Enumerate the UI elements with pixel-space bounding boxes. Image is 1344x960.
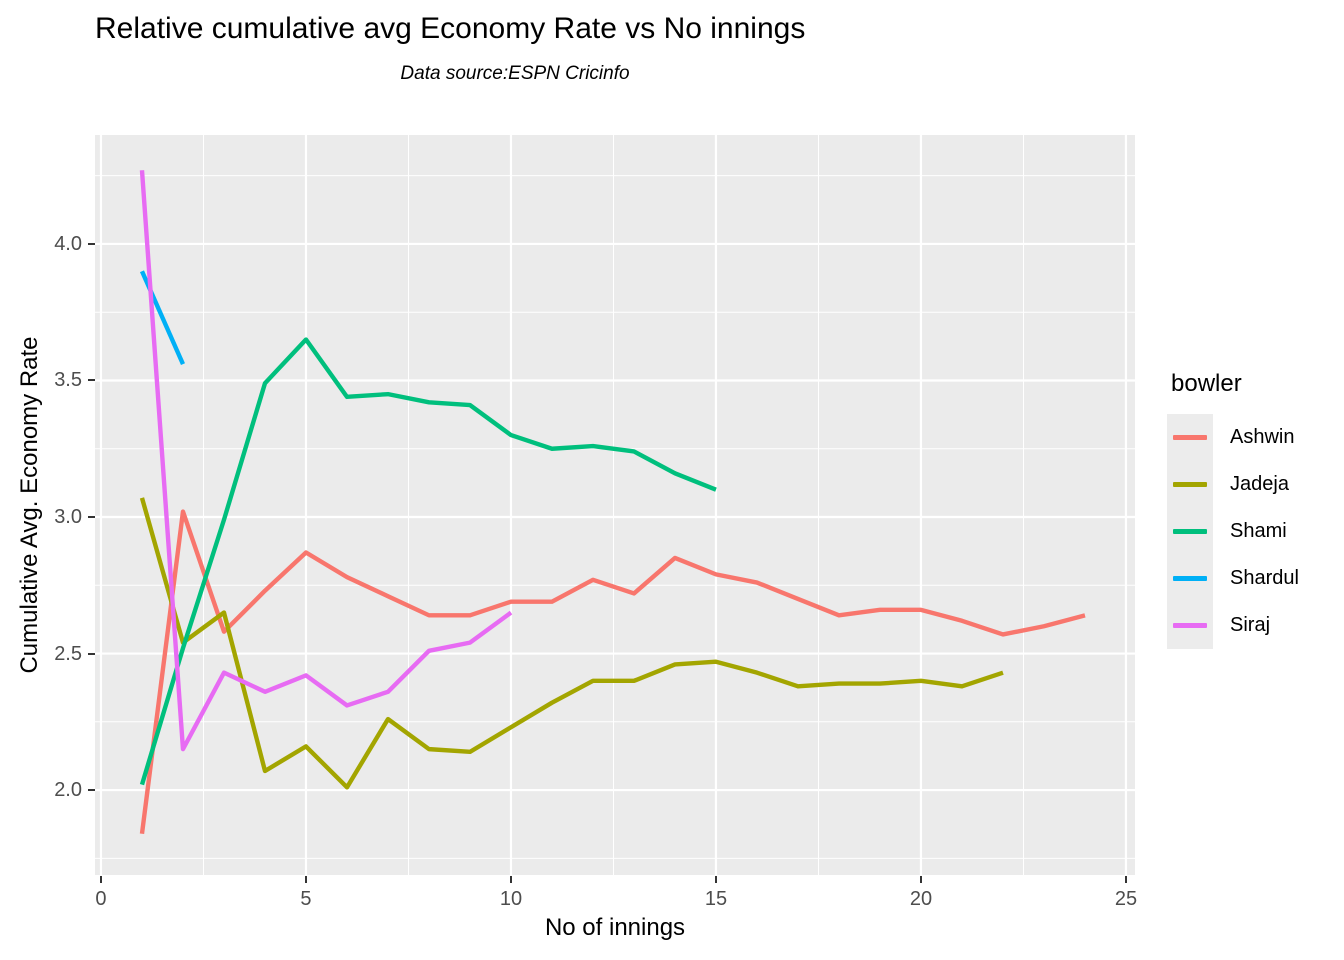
legend-row-ashwin: Ashwin bbox=[1167, 414, 1343, 461]
x-tick-mark bbox=[304, 876, 307, 883]
y-tick-mark bbox=[88, 789, 95, 792]
legend-title: bowler bbox=[1171, 370, 1242, 397]
y-tick-mark bbox=[88, 652, 95, 655]
x-tick-label: 20 bbox=[909, 888, 933, 910]
y-tick-mark bbox=[88, 379, 95, 382]
x-tick-mark bbox=[714, 876, 717, 883]
x-tick-mark bbox=[509, 876, 512, 883]
x-tick-label: 0 bbox=[95, 888, 107, 910]
chart-title: Relative cumulative avg Economy Rate vs … bbox=[95, 12, 806, 45]
legend-row-siraj: Siraj bbox=[1167, 602, 1343, 649]
y-tick-label: 4.0 bbox=[54, 232, 82, 255]
legend-row-shami: Shami bbox=[1167, 508, 1343, 555]
chart-canvas bbox=[95, 135, 1135, 875]
legend-key bbox=[1167, 508, 1213, 555]
series-line-jadeja bbox=[139, 497, 1004, 790]
x-tick-label: 25 bbox=[1114, 888, 1138, 910]
x-tick-mark bbox=[99, 876, 102, 883]
y-tick-label: 3.5 bbox=[54, 369, 82, 392]
legend-swatch-icon bbox=[1173, 529, 1207, 534]
series-line-shami bbox=[139, 337, 717, 786]
x-tick-mark bbox=[1124, 876, 1127, 883]
plot-panel bbox=[95, 135, 1135, 875]
legend-swatch-icon bbox=[1173, 576, 1207, 581]
legend: bowler Ashwin Jadeja Shami Shardul Siraj bbox=[1167, 370, 1343, 649]
legend-row-jadeja: Jadeja bbox=[1167, 461, 1343, 508]
legend-label: Ashwin bbox=[1230, 426, 1295, 448]
x-tick-label: 15 bbox=[704, 888, 728, 910]
y-axis-title: Cumulative Avg. Economy Rate bbox=[16, 336, 43, 674]
y-tick-label: 2.5 bbox=[54, 642, 82, 665]
x-axis-title: No of innings bbox=[544, 914, 686, 941]
legend-key bbox=[1167, 602, 1213, 649]
x-tick-mark bbox=[919, 876, 922, 883]
legend-row-shardul: Shardul bbox=[1167, 555, 1343, 602]
series-line-siraj bbox=[139, 170, 513, 752]
legend-label: Jadeja bbox=[1230, 473, 1289, 495]
legend-key bbox=[1167, 461, 1213, 508]
legend-swatch-icon bbox=[1173, 623, 1207, 628]
chart-subtitle: Data source:ESPN Cricinfo bbox=[400, 63, 630, 84]
legend-label: Shami bbox=[1230, 520, 1287, 542]
legend-label: Siraj bbox=[1230, 614, 1271, 636]
legend-label: Shardul bbox=[1230, 567, 1299, 589]
y-tick-label: 2.0 bbox=[54, 779, 82, 802]
y-tick-mark bbox=[88, 516, 95, 518]
legend-key bbox=[1167, 414, 1213, 461]
series-line-ashwin bbox=[139, 509, 1086, 835]
legend-swatch-icon bbox=[1173, 482, 1207, 487]
x-tick-label: 5 bbox=[300, 888, 312, 910]
legend-items: Ashwin Jadeja Shami Shardul Siraj bbox=[1167, 414, 1343, 649]
x-tick-label: 10 bbox=[499, 888, 523, 910]
legend-key bbox=[1167, 555, 1213, 602]
y-tick-label: 3.0 bbox=[54, 506, 82, 528]
legend-swatch-icon bbox=[1173, 435, 1207, 440]
y-tick-mark bbox=[88, 242, 95, 245]
